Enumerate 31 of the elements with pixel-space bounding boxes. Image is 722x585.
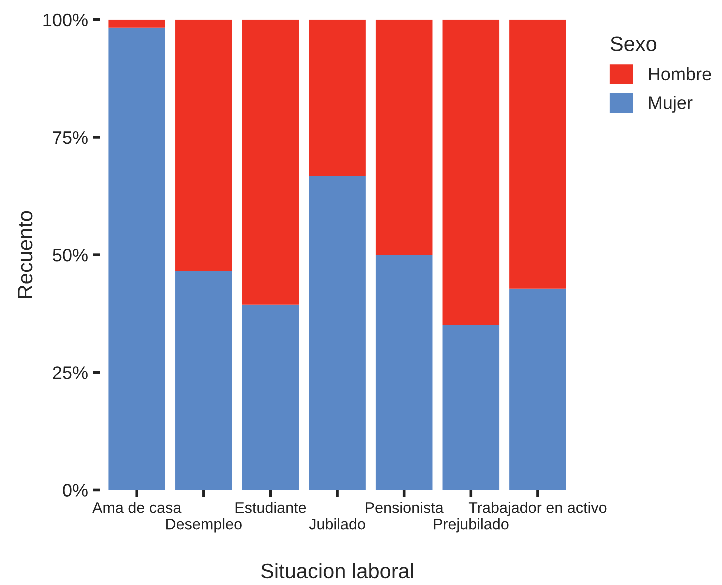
y-tick-label: 75% — [53, 131, 88, 144]
y-tick-label: 25% — [53, 366, 88, 380]
y-tick-label: 50% — [53, 248, 88, 262]
legend-title: Sexo — [610, 36, 657, 52]
x-tick-label: Trabajador en activo — [468, 502, 607, 516]
legend-label: Hombre — [649, 67, 712, 81]
bar — [176, 20, 232, 272]
x-tick-label: Estudiante — [236, 502, 306, 514]
bar — [242, 20, 300, 305]
bar — [108, 28, 166, 490]
bar — [510, 20, 566, 289]
x-tick-label: Pensionista — [366, 502, 444, 514]
x-tick-label: Ama de casa — [92, 502, 182, 514]
bar — [309, 20, 366, 176]
x-tick-label: Jubilado — [309, 518, 366, 530]
y-tick-label: 100% — [44, 14, 88, 27]
bar — [176, 271, 232, 490]
bar — [108, 20, 166, 28]
bar — [242, 304, 300, 490]
bar — [376, 20, 433, 256]
x-axis-title: Situacion laboral — [261, 563, 414, 579]
bar — [376, 255, 433, 490]
bar — [309, 176, 366, 490]
x-tick-label: Desempleo — [166, 518, 242, 533]
bar — [442, 325, 500, 490]
x-tick-label: Prejubilado — [434, 518, 509, 533]
y-tick-label: 0% — [63, 484, 88, 497]
y-axis-title: Recuento — [18, 211, 33, 298]
bar — [510, 288, 566, 490]
legend-label: Mujer — [649, 96, 693, 113]
bar — [442, 20, 500, 326]
